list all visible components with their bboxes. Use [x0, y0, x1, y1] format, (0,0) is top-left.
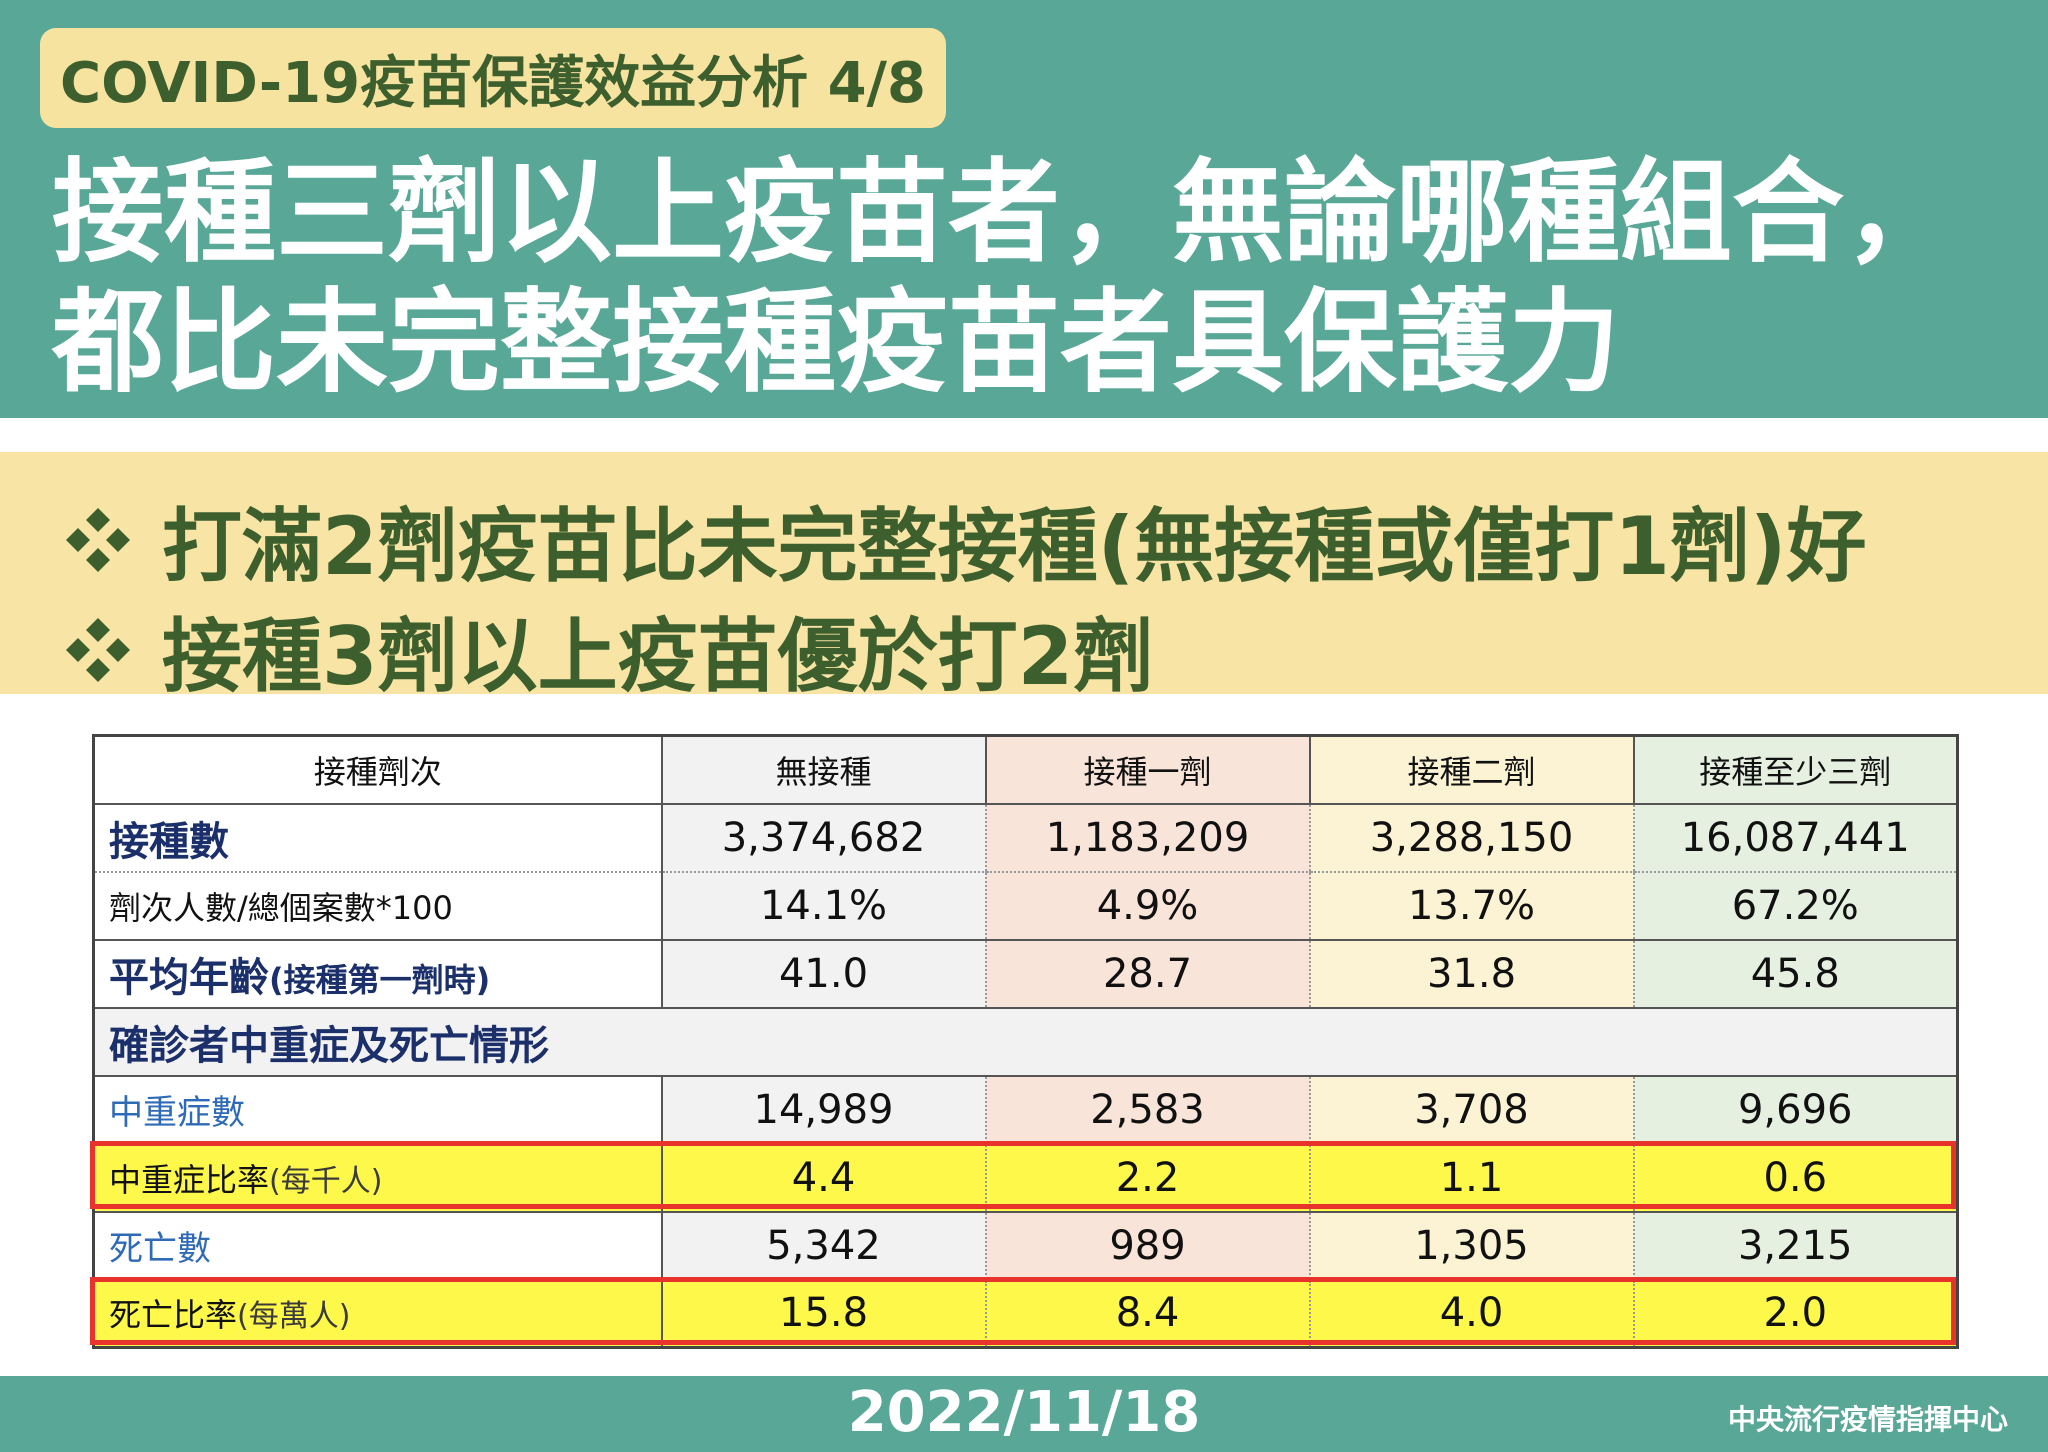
- highlighted-row: 死亡比率(每萬人) 15.8 8.4 4.0 2.0: [93, 1279, 1958, 1349]
- table-cell: 4.0: [1308, 1279, 1634, 1349]
- row-label-sub: (每千人): [269, 1163, 383, 1199]
- key-point-2: 接種3劑以上疫苗優於打2劑: [62, 592, 1153, 708]
- severe-rate-highlight-box: [90, 1141, 1956, 1209]
- header: COVID-19疫苗保護效益分析 4/8 接種三劑以上疫苗者，無論哪種組合， 都…: [0, 0, 2048, 418]
- table-cell: 16,087,441: [1632, 803, 1958, 873]
- table-cell: 3,215: [1632, 1211, 1958, 1281]
- table-cell: 14,989: [660, 1075, 986, 1145]
- headline: 接種三劑以上疫苗者，無論哪種組合， 都比未完整接種疫苗者具保護力: [52, 148, 2012, 408]
- table-cell: 2.2: [984, 1143, 1310, 1213]
- highlighted-row: 中重症比率(每千人) 4.4 2.2 1.1 0.6: [93, 1143, 1958, 1213]
- table-cell: 1,305: [1308, 1211, 1634, 1281]
- diamond-bullet-icon: [66, 508, 130, 572]
- key-point-1: 打滿2劑疫苗比未完整接種(無接種或僅打1劑)好: [62, 482, 1866, 598]
- row-label: 平均年齡: [109, 954, 269, 1001]
- table-cell: 15.8: [660, 1279, 986, 1349]
- table-cell: 8.4: [984, 1279, 1310, 1349]
- column-header: 接種一劑: [984, 735, 1310, 805]
- table-cell: 3,708: [1308, 1075, 1634, 1145]
- table-cell: 5,342: [660, 1211, 986, 1281]
- topic-tag-text: COVID-19疫苗保護效益分析 4/8: [60, 50, 926, 116]
- table-row: 劑次人數/總個案數*100 14.1% 4.9% 13.7% 67.2%: [93, 871, 1958, 941]
- table-row: 中重症數 14,989 2,583 3,708 9,696: [93, 1075, 1958, 1145]
- table-row: 平均年齡(接種第一劑時) 41.0 28.7 31.8 45.8: [93, 939, 1958, 1009]
- table-cell: 4.9%: [984, 871, 1310, 941]
- table-cell: 1.1: [1308, 1143, 1634, 1213]
- row-label-sub: (接種第一劑時): [269, 960, 491, 999]
- table-cell: 989: [984, 1211, 1310, 1281]
- table-cell: 9,696: [1632, 1075, 1958, 1145]
- column-header: 接種至少三劑: [1632, 735, 1958, 805]
- death-rate-highlight-box: [90, 1277, 1956, 1345]
- diamond-bullet-icon: [66, 618, 130, 682]
- table-cell: 13.7%: [1308, 871, 1634, 941]
- table-cell: 3,288,150: [1308, 803, 1634, 873]
- row-label: 死亡比率: [109, 1296, 238, 1335]
- row-label-sub: (每萬人): [237, 1299, 351, 1335]
- table-cell: 1,183,209: [984, 803, 1310, 873]
- section-label: 確診者中重症及死亡情形: [109, 1022, 549, 1069]
- table-cell: 2.0: [1632, 1279, 1958, 1349]
- table-cell: 2,583: [984, 1075, 1310, 1145]
- key-point-text: 接種3劑以上疫苗優於打2劑: [162, 610, 1154, 703]
- headline-line-1: 接種三劑以上疫苗者，無論哪種組合，: [52, 148, 1956, 278]
- row-label: 死亡數: [109, 1229, 211, 1269]
- table-cell: 4.4: [660, 1143, 986, 1213]
- row-label: 接種數: [109, 818, 229, 865]
- table-cell: 45.8: [1632, 939, 1958, 1009]
- table-cell: 31.8: [1308, 939, 1634, 1009]
- table-header-row: 接種劑次 無接種 接種一劑 接種二劑 接種至少三劑: [93, 735, 1958, 805]
- table-row: 死亡數 5,342 989 1,305 3,215: [93, 1211, 1958, 1281]
- column-header: 無接種: [660, 735, 986, 805]
- row-label: 中重症比率: [109, 1160, 270, 1199]
- table-cell: 41.0: [660, 939, 986, 1009]
- column-header: 接種劑次: [93, 735, 662, 805]
- headline-line-2: 都比未完整接種疫苗者具保護力: [52, 278, 1620, 408]
- topic-tag: COVID-19疫苗保護效益分析 4/8: [40, 28, 946, 128]
- row-label: 中重症數: [109, 1093, 245, 1133]
- table-cell: 3,374,682: [660, 803, 986, 873]
- key-points: 打滿2劑疫苗比未完整接種(無接種或僅打1劑)好 接種3劑以上疫苗優於打2劑: [0, 452, 2048, 703]
- section-row: 確診者中重症及死亡情形: [92, 1007, 1958, 1077]
- vaccine-data-table: 接種劑次 無接種 接種一劑 接種二劑 接種至少三劑 接種數 3,374,682 …: [92, 734, 1959, 1349]
- table-cell: 14.1%: [660, 871, 986, 941]
- table-cell: 28.7: [984, 939, 1310, 1009]
- table-cell: 67.2%: [1632, 871, 1958, 941]
- footer-org: 中央流行疫情指揮中心: [1727, 1403, 2008, 1436]
- row-label: 劑次人數/總個案數*100: [109, 888, 453, 927]
- key-point-text: 打滿2劑疫苗比未完整接種(無接種或僅打1劑)好: [162, 500, 1867, 593]
- table-row: 接種數 3,374,682 1,183,209 3,288,150 16,087…: [93, 803, 1958, 873]
- footer-date: 2022/11/18: [847, 1380, 1201, 1445]
- column-header: 接種二劑: [1308, 735, 1634, 805]
- footer: 2022/11/18 中央流行疫情指揮中心: [0, 1376, 2048, 1452]
- table-cell: 0.6: [1632, 1143, 1958, 1213]
